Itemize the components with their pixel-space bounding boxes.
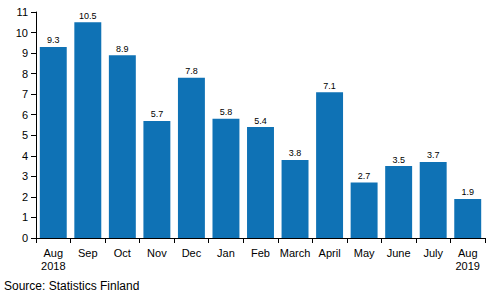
svg-text:Sep: Sep <box>78 247 98 259</box>
svg-text:March: March <box>280 247 311 259</box>
svg-text:10.5: 10.5 <box>79 11 97 21</box>
svg-text:5.4: 5.4 <box>254 116 267 126</box>
svg-text:July: July <box>423 247 443 259</box>
svg-text:7: 7 <box>22 88 28 100</box>
svg-text:May: May <box>354 247 375 259</box>
svg-text:9.3: 9.3 <box>47 35 60 45</box>
svg-text:8: 8 <box>22 68 28 80</box>
svg-text:Feb: Feb <box>251 247 270 259</box>
svg-text:2: 2 <box>22 191 28 203</box>
svg-text:0: 0 <box>22 232 28 244</box>
svg-text:Nov: Nov <box>147 247 167 259</box>
svg-text:Dec: Dec <box>182 247 202 259</box>
svg-text:Oct: Oct <box>114 247 131 259</box>
svg-text:6: 6 <box>22 109 28 121</box>
svg-text:3.5: 3.5 <box>392 155 405 165</box>
svg-text:1.9: 1.9 <box>461 187 474 197</box>
svg-text:9: 9 <box>22 47 28 59</box>
svg-text:7.8: 7.8 <box>185 66 198 76</box>
svg-text:2.7: 2.7 <box>358 171 371 181</box>
svg-text:5.8: 5.8 <box>220 107 233 117</box>
svg-text:11: 11 <box>17 6 28 18</box>
svg-text:Aug: Aug <box>458 247 478 259</box>
svg-text:April: April <box>319 247 341 259</box>
svg-text:2018: 2018 <box>41 260 65 272</box>
svg-text:1: 1 <box>22 211 28 223</box>
svg-text:5.7: 5.7 <box>151 109 164 119</box>
svg-text:Jan: Jan <box>217 247 235 259</box>
svg-text:June: June <box>387 247 411 259</box>
svg-text:2019: 2019 <box>455 260 479 272</box>
svg-text:Aug: Aug <box>43 247 63 259</box>
svg-text:3.8: 3.8 <box>289 148 302 158</box>
svg-text:7.1: 7.1 <box>323 81 336 91</box>
svg-text:8.9: 8.9 <box>116 44 129 54</box>
svg-text:10: 10 <box>16 27 28 39</box>
svg-text:5: 5 <box>22 129 28 141</box>
svg-text:3.7: 3.7 <box>427 150 440 160</box>
svg-text:3: 3 <box>22 170 28 182</box>
svg-text:Source: Statistics Finland: Source: Statistics Finland <box>4 279 139 293</box>
svg-text:4: 4 <box>22 150 28 162</box>
